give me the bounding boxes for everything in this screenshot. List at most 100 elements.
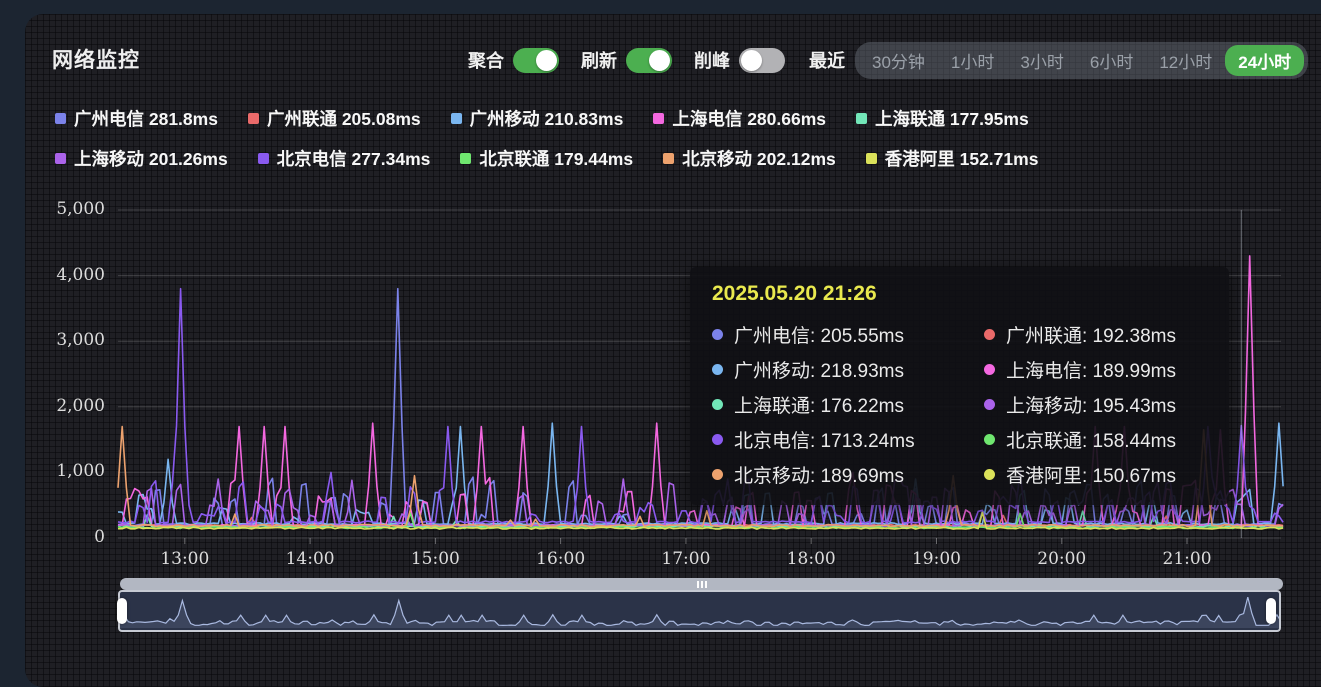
legend-marker-icon — [257, 153, 269, 164]
time-range-24小时[interactable]: 24小时 — [1225, 44, 1305, 76]
tooltip-series-value: 上海移动: 195.43ms — [1006, 396, 1176, 417]
y-axis-tick-label: 4,000 — [56, 264, 105, 285]
tooltip-series-value: 广州联通: 192.38ms — [1006, 326, 1176, 347]
toggle-刷新: 刷新 — [581, 47, 672, 73]
datazoom-mini-chart — [120, 596, 1279, 628]
tooltip-series-value: 北京移动: 189.69ms — [734, 466, 904, 487]
legend-label: 广州移动 210.83ms — [469, 109, 624, 129]
x-axis-tick-label: 15:00 — [410, 549, 460, 569]
legend-item-广州移动[interactable]: 广州移动 210.83ms — [450, 106, 624, 131]
time-range-6小时[interactable]: 6小时 — [1089, 52, 1134, 72]
legend-item-上海电信[interactable]: 上海电信 280.66ms — [653, 106, 826, 131]
toggle-switch-削峰[interactable] — [739, 47, 785, 73]
toggle-knob — [536, 49, 557, 71]
legend-marker-icon — [450, 113, 462, 124]
tooltip-item-上海联通: 上海联通: 176.22ms — [712, 387, 984, 422]
tooltip-series-dot-icon — [984, 329, 995, 340]
time-range-12小时[interactable]: 12小时 — [1159, 52, 1213, 72]
legend-label: 北京移动 202.12ms — [682, 149, 836, 169]
tooltip-series-value: 上海联通: 176.22ms — [734, 396, 904, 417]
legend-item-广州联通[interactable]: 广州联通 205.08ms — [247, 106, 421, 131]
toggle-group: 聚合 刷新 削峰 — [468, 47, 807, 73]
legend-label: 北京联通 179.44ms — [479, 149, 634, 169]
legend-marker-icon — [55, 113, 66, 124]
x-axis-tick-label: 20:00 — [1037, 549, 1087, 569]
legend-item-上海移动[interactable]: 上海移动 201.26ms — [55, 146, 228, 171]
time-range-1小时[interactable]: 1小时 — [950, 52, 995, 72]
legend-item-香港阿里[interactable]: 香港阿里 152.71ms — [865, 146, 1039, 171]
toggle-聚合: 聚合 — [468, 47, 559, 73]
tooltip-series-dot-icon — [984, 399, 995, 410]
legend-label: 广州联通 205.08ms — [266, 109, 421, 129]
legend-item-北京移动[interactable]: 北京移动 202.12ms — [663, 146, 836, 171]
legend-label: 广州电信 281.8ms — [74, 109, 218, 129]
tooltip-item-广州移动: 广州移动: 218.93ms — [712, 352, 984, 387]
x-axis-tick-label: 18:00 — [786, 549, 836, 569]
header-controls: 聚合 刷新 削峰 最近 30分钟 1小时 3小时 6小时 12小时 24小时 — [468, 41, 1309, 79]
legend-row-1: 广州电信 281.8ms 广州联通 205.08ms 广州移动 210.83ms 上海… — [55, 106, 1275, 131]
toggle-knob — [741, 49, 762, 71]
tooltip-series-dot-icon — [984, 434, 995, 445]
tooltip-series-dot-icon — [712, 364, 723, 375]
y-axis-tick-label: 0 — [94, 527, 105, 547]
tooltip-datetime: 2025.05.20 21:26 — [712, 282, 877, 305]
legend-item-北京电信[interactable]: 北京电信 277.34ms — [257, 146, 431, 171]
legend-label: 北京电信 277.34ms — [276, 149, 431, 169]
tooltip-series-dot-icon — [984, 469, 995, 480]
toggle-knob — [649, 49, 670, 71]
tooltip-item-香港阿里: 香港阿里: 150.67ms — [984, 457, 1229, 492]
legend-item-广州电信[interactable]: 广州电信 281.8ms — [55, 106, 218, 131]
legend-item-上海联通[interactable]: 上海联通 177.95ms — [856, 106, 1029, 131]
toggle-削峰: 削峰 — [694, 47, 785, 73]
time-range-30分钟[interactable]: 30分钟 — [872, 52, 925, 72]
x-axis-tick-label: 19:00 — [911, 549, 961, 569]
tooltip-series-dot-icon — [712, 469, 723, 480]
x-axis-tick-label: 13:00 — [160, 549, 210, 569]
datazoom-handle-left[interactable] — [117, 598, 127, 624]
x-axis-tick-label: 16:00 — [536, 549, 586, 569]
tooltip-series-dot-icon — [984, 364, 995, 375]
legend-label: 香港阿里 152.71ms — [884, 149, 1039, 169]
chart-tooltip: 2025.05.20 21:26 广州电信: 205.55ms 广州联通: 192… — [690, 267, 1229, 505]
datazoom-slider[interactable] — [118, 590, 1281, 632]
tooltip-series-value: 北京电信: 1713.24ms — [734, 431, 915, 452]
scrollbar-grip-icon[interactable] — [696, 580, 707, 588]
tooltip-item-上海移动: 上海移动: 195.43ms — [984, 387, 1229, 422]
legend-row-2: 上海移动 201.26ms 北京电信 277.34ms 北京联通 179.44ms 北… — [55, 146, 1275, 171]
tooltip-series-value: 上海电信: 189.99ms — [1006, 361, 1176, 382]
legend-marker-icon — [865, 153, 877, 164]
tooltip-values: 广州电信: 205.55ms 广州联通: 192.38ms 广州移动: 218.93… — [712, 317, 1229, 492]
x-axis-tick-label: 21:00 — [1162, 549, 1212, 569]
tooltip-item-广州电信: 广州电信: 205.55ms — [712, 317, 984, 352]
y-axis-tick-label: 5,000 — [56, 199, 105, 219]
time-range-3小时[interactable]: 3小时 — [1020, 52, 1064, 72]
legend-label: 上海联通 177.95ms — [875, 109, 1029, 129]
x-axis-tick-label: 14:00 — [285, 549, 335, 569]
page-title: 网络监控 — [52, 49, 140, 72]
x-axis-tick-label: 17:00 — [661, 549, 711, 569]
tooltip-series-value: 香港阿里: 150.67ms — [1006, 466, 1176, 487]
tooltip-item-北京移动: 北京移动: 189.69ms — [712, 457, 984, 492]
toggle-switch-聚合[interactable] — [513, 47, 559, 73]
tooltip-item-广州联通: 广州联通: 192.38ms — [984, 317, 1229, 352]
y-axis-tick-label: 1,000 — [56, 461, 105, 482]
legend-marker-icon — [460, 153, 472, 164]
tooltip-series-dot-icon — [712, 329, 723, 340]
legend-label: 上海移动 201.26ms — [74, 149, 228, 169]
legend-marker-icon — [247, 113, 259, 124]
legend-item-北京联通[interactable]: 北京联通 179.44ms — [460, 146, 633, 171]
toggle-label: 削峰 — [694, 51, 730, 71]
toggle-label: 刷新 — [581, 51, 617, 71]
toggle-label: 聚合 — [468, 51, 504, 71]
tooltip-series-dot-icon — [712, 434, 723, 445]
chart-legend: 广州电信 281.8ms 广州联通 205.08ms 广州移动 210.83ms 上海… — [55, 106, 1275, 186]
legend-marker-icon — [856, 113, 868, 124]
y-axis-tick-label: 2,000 — [56, 395, 105, 416]
recent-label: 最近 — [809, 51, 845, 71]
tooltip-series-value: 广州电信: 205.55ms — [734, 326, 904, 347]
toggle-switch-刷新[interactable] — [626, 47, 672, 73]
y-axis-tick-label: 3,000 — [56, 330, 105, 351]
datazoom-scrollbar[interactable] — [120, 578, 1283, 590]
network-monitor-page: 网络监控 聚合 刷新 削峰 最近 30分钟 1小时 3小时 6小时 12小时 24小时 广州电… — [25, 14, 1321, 687]
datazoom-handle-right[interactable] — [1266, 598, 1276, 624]
